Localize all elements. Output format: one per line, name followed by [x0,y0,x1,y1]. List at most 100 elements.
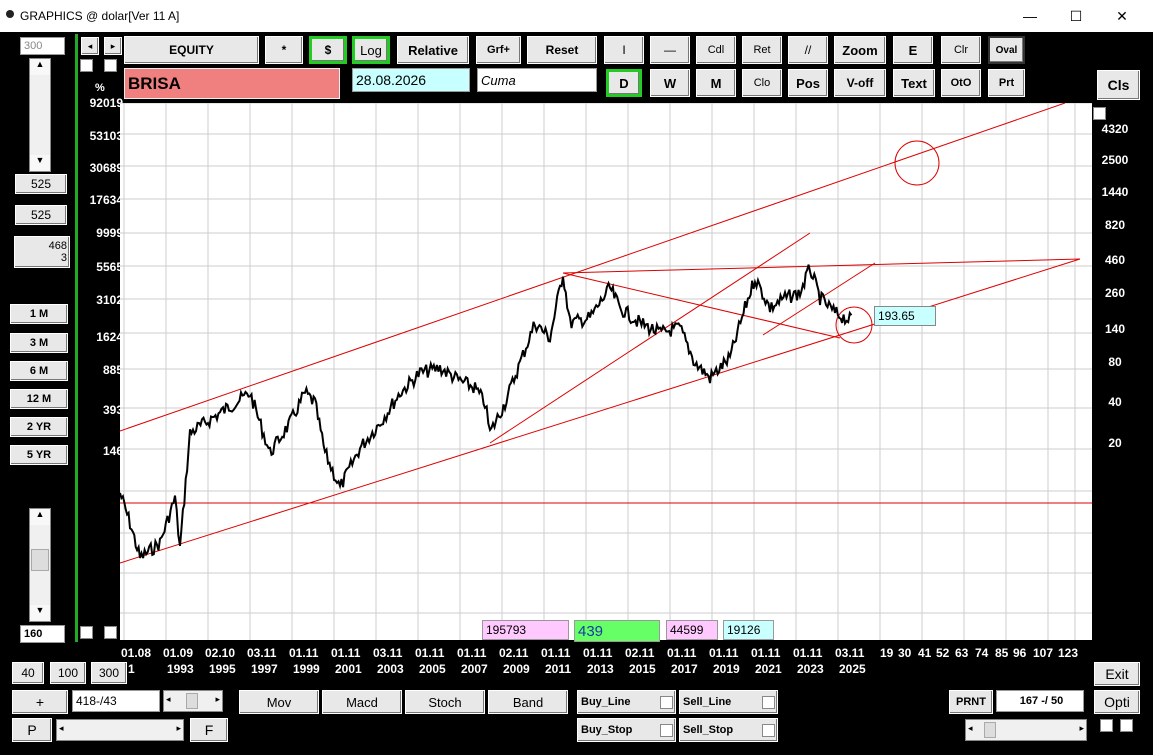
day-field[interactable]: Cuma [477,68,597,92]
zoom-300-button[interactable]: 300 [91,662,127,684]
macd-button[interactable]: Macd [322,690,402,714]
p-button[interactable]: P [12,718,52,742]
oval-button[interactable]: Oval [988,36,1025,64]
left-arrow-button[interactable]: ◂ [81,37,99,55]
scroll-thumb[interactable] [984,722,996,738]
buy-line-checkbox[interactable] [660,696,673,709]
relative-button[interactable]: Relative [397,36,469,64]
parallel-line-button[interactable]: // [788,36,828,64]
prnt-button[interactable]: PRNT [949,690,993,714]
scroll-thumb[interactable] [186,693,198,709]
scroll-left-icon[interactable]: ◂ [166,694,171,704]
zoom-value-field[interactable]: 300 [20,37,65,55]
plus-button[interactable]: + [12,690,68,714]
exit-button[interactable]: Exit [1094,662,1140,686]
clo-button[interactable]: Clo [742,69,782,97]
vertical-line-button[interactable]: I [604,36,644,64]
bottom-value-field[interactable]: 160 [20,625,65,643]
ret-button[interactable]: Ret [742,36,782,64]
scroll-right-icon[interactable]: ▸ [1079,723,1084,733]
checkbox-left-1[interactable] [80,626,93,639]
pos-button[interactable]: Pos [788,69,828,97]
prt-button[interactable]: Prt [988,69,1025,97]
scroll-thumb[interactable] [31,549,49,571]
scroll-up-icon[interactable]: ▲ [30,59,50,75]
zoom-button[interactable]: Zoom [834,36,886,64]
zoom-100-button[interactable]: 100 [50,662,86,684]
dollar-button[interactable]: $ [309,36,347,64]
buy-stop-toggle[interactable]: Buy_Stop [577,718,676,742]
reset-button[interactable]: Reset [527,36,597,64]
right-axis-label: 460 [1104,253,1126,267]
x-axis-year-label: 2009 [503,662,530,676]
buy-stop-checkbox[interactable] [660,724,673,737]
scroll-down-icon[interactable]: ▼ [30,155,50,171]
oval-marker[interactable] [894,140,940,186]
period-3m[interactable]: 3 M [10,333,68,353]
equity-button[interactable]: EQUITY [124,36,259,64]
checkbox-bottom-1[interactable] [1100,719,1113,732]
horizontal-scrollbar-2[interactable]: ◂ ▸ [56,719,184,741]
scroll-left-icon[interactable]: ◂ [968,723,973,733]
buy-line-toggle[interactable]: Buy_Line [577,690,676,714]
date-field[interactable]: 28.08.2026 [352,68,470,92]
counter-field[interactable]: 418-/43 [72,690,160,712]
horizontal-line-button[interactable]: — [650,36,690,64]
f-button[interactable]: F [190,718,228,742]
checkbox-top-2[interactable] [104,59,117,72]
top-scrollbar[interactable]: ▲ ▼ [29,58,51,172]
bottom-scrollbar[interactable]: ▲ ▼ [29,508,51,622]
left-axis-label: 9999 [96,226,123,240]
checkbox-bottom-2[interactable] [1120,719,1133,732]
upper-channel-line[interactable] [120,103,1066,432]
text-button[interactable]: Text [893,69,935,97]
daily-button[interactable]: D [606,69,642,97]
horizontal-scrollbar-1[interactable]: ◂ ▸ [163,690,223,712]
v-off-button[interactable]: V-off [834,69,886,97]
grf-plus-button[interactable]: Grf+ [476,36,521,64]
checkbox-top-1[interactable] [80,59,93,72]
monthly-button[interactable]: M [696,69,736,97]
zoom-40-button[interactable]: 40 [12,662,44,684]
sell-stop-toggle[interactable]: Sell_Stop [679,718,778,742]
close-button[interactable]: ✕ [1116,7,1128,24]
sell-line-toggle[interactable]: Sell_Line [679,690,778,714]
horizontal-scrollbar-3[interactable]: ◂ ▸ [965,719,1087,741]
e-button[interactable]: E [893,36,933,64]
checkbox-right[interactable] [1093,107,1106,120]
page-field[interactable]: 167 -/ 50 [996,690,1084,712]
scroll-right-icon[interactable]: ▸ [176,723,181,733]
mov-button[interactable]: Mov [239,690,319,714]
right-arrow-button[interactable]: ▸ [104,37,122,55]
period-5yr[interactable]: 5 YR [10,445,68,465]
scroll-up-icon[interactable]: ▲ [30,509,50,525]
price-chart[interactable] [120,103,1092,640]
scroll-left-icon[interactable]: ◂ [59,723,64,733]
minimize-button[interactable]: — [1023,8,1037,24]
checkbox-left-2[interactable] [104,626,117,639]
period-6m[interactable]: 6 M [10,361,68,381]
maximize-button[interactable]: ☐ [1069,7,1083,24]
sell-line-checkbox[interactable] [762,696,775,709]
rise-line[interactable] [489,232,811,444]
stoch-button[interactable]: Stoch [405,690,485,714]
scroll-down-icon[interactable]: ▼ [30,605,50,621]
band-button[interactable]: Band [488,690,568,714]
cdl-button[interactable]: Cdl [696,36,736,64]
period-12m[interactable]: 12 M [10,389,68,409]
oto-button[interactable]: OtO [941,69,981,97]
price-series [120,264,853,559]
oval-marker[interactable] [835,306,873,344]
weekly-button[interactable]: W [650,69,690,97]
period-1m[interactable]: 1 M [10,304,68,324]
cls-button[interactable]: Cls [1097,70,1140,100]
scroll-right-icon[interactable]: ▸ [215,694,220,704]
clr-button[interactable]: Clr [941,36,981,64]
opti-button[interactable]: Opti [1094,690,1140,714]
period-2yr[interactable]: 2 YR [10,417,68,437]
log-button[interactable]: Log [352,36,390,64]
star-button[interactable]: * [265,36,303,64]
sell-stop-checkbox[interactable] [762,724,775,737]
symbol-field[interactable]: BRISA [124,68,340,99]
resistance-line[interactable] [562,258,1081,274]
